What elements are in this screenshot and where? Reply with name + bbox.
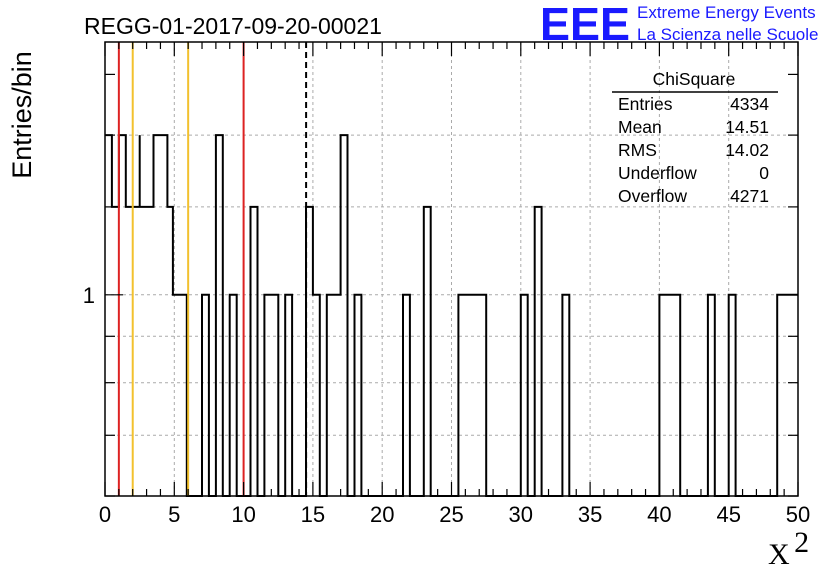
histogram-bin (784, 295, 791, 496)
stats-value: 14.02 (725, 140, 769, 160)
histogram-bin (174, 135, 181, 496)
histogram-bin (465, 295, 472, 496)
stats-box: ChiSquare Entries 4334 Mean 14.51 RMS 14.02 Un… (612, 69, 778, 206)
x-tick-label: 25 (439, 502, 463, 527)
x-tick-label: 15 (301, 502, 325, 527)
histogram-bin (271, 295, 278, 496)
histogram-bin (791, 295, 798, 496)
stats-value: 0 (759, 163, 769, 183)
x-tick-labels: 0 5 10 15 20 25 30 35 40 45 50 (99, 502, 810, 527)
stats-label: Mean (618, 117, 662, 137)
histogram-bin (403, 295, 410, 496)
stats-value: 14.51 (725, 117, 769, 137)
histogram-bin (673, 295, 680, 496)
x-tick-label: 0 (99, 502, 111, 527)
histogram-bin (160, 135, 167, 496)
histogram-bin (154, 135, 161, 496)
histogram-bin (216, 135, 223, 496)
histogram-bin (659, 295, 666, 496)
y-tick-label: 1 (83, 283, 95, 308)
x-tick-label: 50 (786, 502, 810, 527)
histogram-bin (458, 295, 465, 496)
x-tick-label: 10 (231, 502, 255, 527)
histogram-bin (479, 295, 486, 496)
x-axis-label-superscript: 2 (794, 526, 809, 559)
axis-ticks (104, 42, 799, 497)
logo-line-1: Extreme Energy Events (637, 3, 816, 22)
stats-value: 4271 (730, 186, 769, 206)
histogram (105, 134, 798, 497)
x-axis-label-base: X (768, 538, 790, 571)
x-tick-label: 45 (716, 502, 740, 527)
histogram-bin (112, 135, 119, 496)
logo: EEE Extreme Energy Events La Scienza nel… (540, 0, 818, 50)
histogram-bin (264, 295, 271, 496)
logo-line-2: La Scienza nelle Scuole (637, 25, 818, 44)
stats-label: Underflow (618, 163, 697, 183)
histogram-bin (285, 295, 292, 496)
histogram-bin (105, 135, 112, 496)
reference-lines (117, 42, 308, 496)
histogram-bin (147, 135, 154, 496)
histogram-bin (424, 207, 431, 496)
histogram-bin (126, 135, 133, 496)
histogram-outline (105, 134, 798, 497)
histogram-bin (251, 207, 258, 496)
y-tick-labels: 1 (83, 283, 95, 308)
x-tick-label: 40 (647, 502, 671, 527)
histogram-bin (313, 295, 320, 496)
histogram-bin (167, 135, 174, 496)
histogram-bin (354, 295, 361, 496)
histogram-bin (777, 295, 784, 496)
stats-title: ChiSquare (653, 69, 736, 89)
stats-value: 4334 (730, 94, 769, 114)
x-tick-label: 35 (578, 502, 602, 527)
stats-label: Entries (618, 94, 673, 114)
histogram-bin (472, 295, 479, 496)
y-axis-label: Entries/bin (7, 51, 37, 179)
stats-label: RMS (618, 140, 657, 160)
stats-label: Overflow (618, 186, 687, 206)
x-tick-label: 5 (168, 502, 180, 527)
x-tick-label: 20 (370, 502, 394, 527)
histogram-bin (230, 295, 237, 496)
x-tick-label: 30 (509, 502, 533, 527)
chart-title: REGG-01-2017-09-20-00021 (84, 13, 382, 39)
histogram-bin (680, 295, 687, 496)
histogram-bin (666, 295, 673, 496)
stats-rows: Entries 4334 Mean 14.51 RMS 14.02 Underflow 0 Ov… (618, 94, 769, 206)
eee-logo-mark: EEE (540, 0, 630, 50)
histogram-bin (562, 295, 569, 496)
histogram-bin (133, 135, 140, 496)
histogram-bin (729, 295, 736, 496)
histogram-bin (521, 295, 528, 496)
x-axis-label: X 2 (768, 526, 809, 571)
